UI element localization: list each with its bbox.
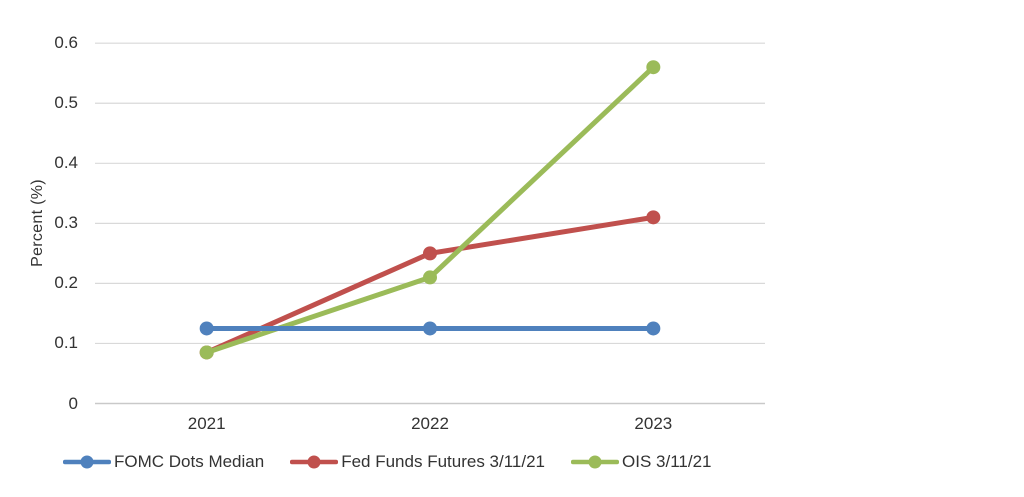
legend-marker-line-dot-icon [290, 455, 339, 469]
y-tick-label: 0.3 [54, 213, 78, 233]
y-tick-label: 0.1 [54, 333, 78, 353]
y-tick-label: 0 [68, 393, 78, 413]
legend-item-fed-funds-futures[interactable]: Fed Funds Futures 3/11/21 [290, 452, 545, 472]
data-point-ois-3-11-21[interactable] [199, 345, 214, 360]
y-tick-label: 0.6 [54, 33, 78, 53]
y-tick-label: 0.2 [54, 273, 78, 293]
legend: FOMC Dots Median Fed Funds Futures 3/11/… [63, 452, 711, 472]
x-tick-label: 2023 [634, 414, 673, 433]
data-point-fomc-dots-median[interactable] [199, 321, 214, 336]
x-tick-label: 2021 [187, 414, 226, 433]
data-point-fed-funds-futures-3-11-21[interactable] [423, 246, 437, 261]
legend-label: Fed Funds Futures 3/11/21 [341, 452, 546, 471]
data-point-fed-funds-futures-3-11-21[interactable] [646, 210, 661, 225]
y-tick-label: 0.4 [54, 153, 78, 173]
legend-marker-line-dot-icon [63, 455, 111, 469]
series-line-ois-3-11-21[interactable] [204, 64, 656, 355]
y-tick-label: 0.5 [54, 93, 78, 113]
data-point-ois-3-11-21[interactable] [423, 270, 437, 285]
legend-item-ois[interactable]: OIS 3/11/21 [571, 452, 711, 472]
data-point-fomc-dots-median[interactable] [646, 321, 661, 336]
legend-item-fomc-dots-median[interactable]: FOMC Dots Median [63, 452, 264, 472]
data-point-ois-3-11-21[interactable] [646, 60, 661, 75]
data-point-fomc-dots-median[interactable] [423, 321, 437, 336]
legend-label: FOMC Dots Median [114, 452, 265, 471]
x-tick-label: 2022 [411, 414, 449, 433]
legend-label: OIS 3/11/21 [622, 452, 712, 471]
plot-area [95, 42, 765, 405]
legend-marker-line-dot-icon [571, 455, 620, 469]
